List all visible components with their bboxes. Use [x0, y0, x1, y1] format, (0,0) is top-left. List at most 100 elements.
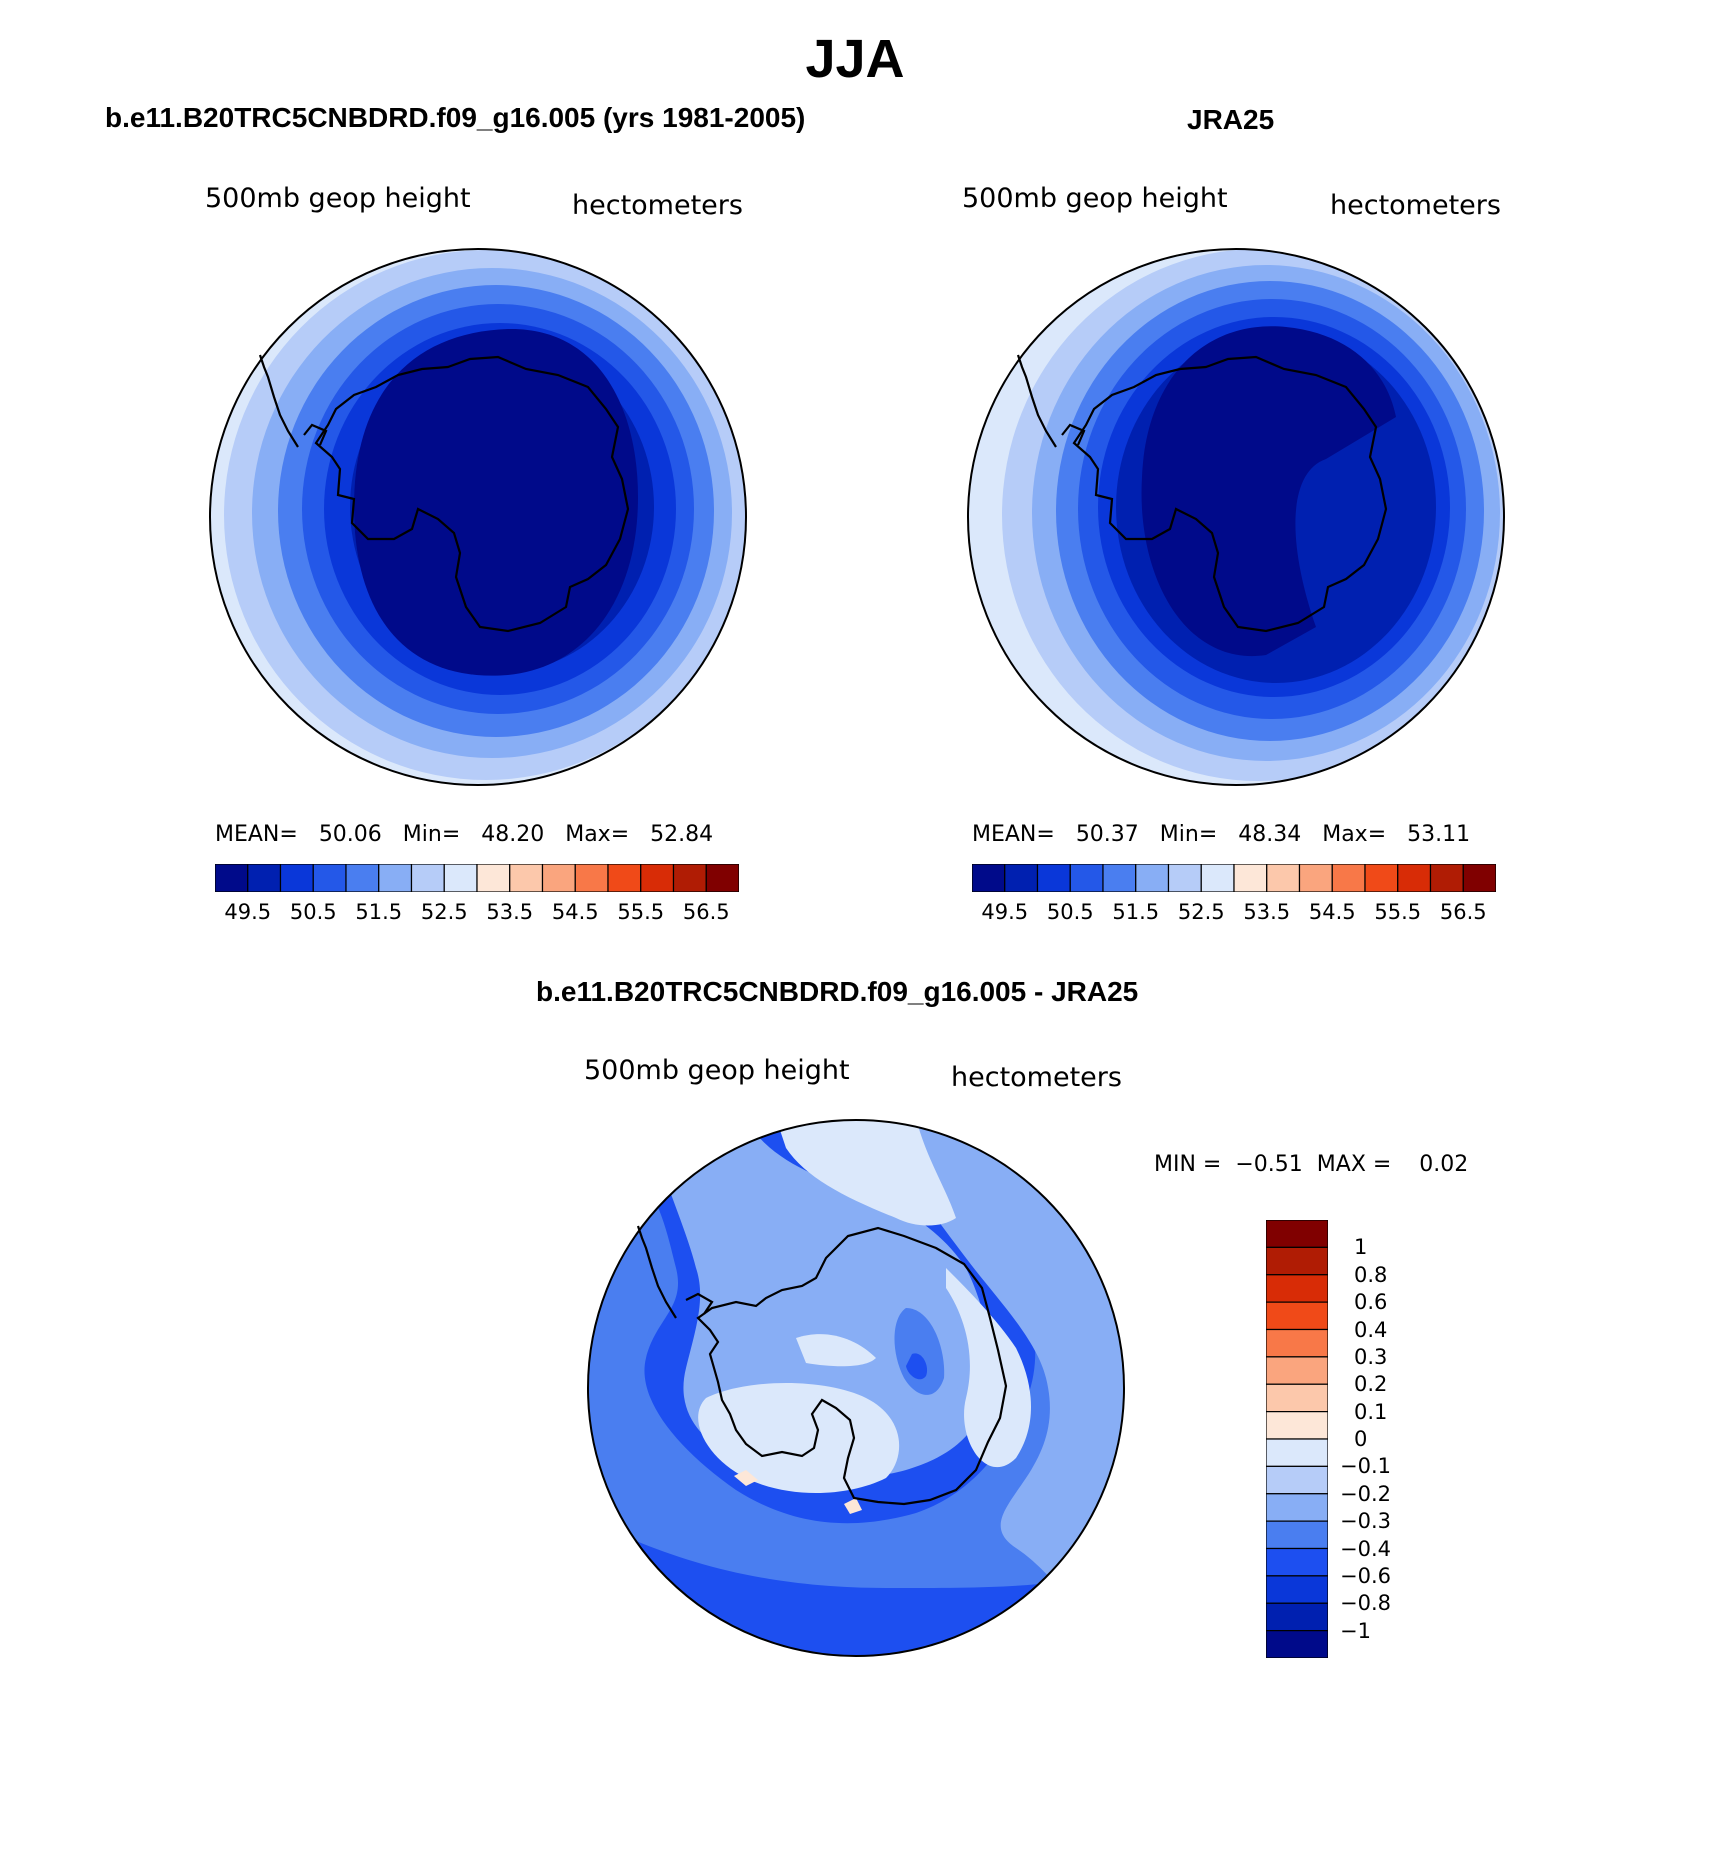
colorbar-swatch: [1266, 1220, 1328, 1248]
colorbar-tick-label: 55.5: [1374, 900, 1422, 924]
colorbar-swatch: [1397, 864, 1432, 892]
units-label-difference: hectometers: [951, 1062, 1122, 1093]
colorbar-swatch: [1102, 864, 1137, 892]
variable-label-difference: 500mb geop height: [584, 1055, 850, 1086]
map-boundary-model: [209, 248, 747, 786]
figure-title: JJA: [805, 29, 905, 89]
colorbar-tick-label: 55.5: [617, 900, 665, 924]
colorbar-swatch: [1167, 864, 1202, 892]
colorbar-tick-label: 0.1: [1354, 1399, 1388, 1424]
band-zero-east: [946, 1268, 1031, 1468]
panel-title-obs: JRA25: [1187, 104, 1275, 135]
colorbar-swatch: [1364, 864, 1399, 892]
colorbar-swatch: [1429, 864, 1464, 892]
colorbar-tick-label: 52.5: [1177, 900, 1225, 924]
colorbar-tick-label: 52.5: [420, 900, 468, 924]
colorbar-tick-label: −0.2: [1340, 1481, 1391, 1506]
band-49-25: [354, 328, 638, 676]
colorbar-tick-label: −0.8: [1340, 1591, 1391, 1616]
colorbar-tick-label: 0.4: [1354, 1317, 1388, 1342]
map-boundary-difference: [587, 1119, 1125, 1657]
colorbar-swatch: [410, 864, 445, 892]
colorbar-swatch: [1135, 864, 1170, 892]
colorbar-tick-label: 51.5: [355, 900, 403, 924]
colorbar-swatch: [640, 864, 675, 892]
units-label-obs: hectometers: [1330, 190, 1501, 221]
colorbar-swatch: [541, 864, 576, 892]
polar-map-obs: [967, 248, 1505, 786]
band-positive-2: [844, 1498, 862, 1514]
colorbar-model: [215, 864, 739, 892]
band-minus-0-4-plateau: [906, 1353, 928, 1380]
colorbar-swatch: [443, 864, 478, 892]
colorbar-swatch: [1462, 864, 1496, 892]
antarctica-coastline-difference: [636, 1225, 1008, 1506]
stats-obs: MEAN= 50.37 Min= 48.34 Max= 53.11: [972, 822, 1471, 847]
colorbar-tick-label: 50.5: [289, 900, 337, 924]
colorbar-swatch: [1298, 864, 1333, 892]
colorbar-tick-label: 56.5: [1439, 900, 1487, 924]
colorbar-tick-label: −0.1: [1340, 1454, 1391, 1479]
colorbar-swatch: [972, 864, 1006, 892]
colorbar-swatch: [1266, 1411, 1328, 1440]
colorbar-tick-label: 49.5: [224, 900, 272, 924]
colorbar-swatch: [378, 864, 413, 892]
band-minus-0-3: [588, 1120, 1124, 1588]
colorbar-swatch: [1266, 1301, 1328, 1331]
map-boundary-obs: [967, 248, 1505, 786]
colorbar-swatch: [705, 864, 739, 892]
colorbar-difference: [1266, 1220, 1328, 1658]
colorbar-swatch: [215, 864, 249, 892]
colorbar-swatch: [1331, 864, 1366, 892]
colorbar-swatch: [279, 864, 314, 892]
polar-map-model: [209, 248, 747, 786]
colorbar-ticks-obs: 49.5 50.5 51.5 52.5 53.5 54.5 55.5 56.5: [972, 900, 1496, 930]
colorbar-swatch: [1069, 864, 1104, 892]
colorbar-tick-label: 53.5: [486, 900, 534, 924]
colorbar-tick-label: −0.6: [1340, 1563, 1391, 1588]
colorbar-obs: [972, 864, 1496, 892]
colorbar-tick-label: −1: [1340, 1618, 1371, 1643]
colorbar-swatch: [1004, 864, 1039, 892]
colorbar-swatch: [1266, 1328, 1328, 1358]
colorbar-ticks-model: 49.5 50.5 51.5 52.5 53.5 54.5 55.5 56.5: [215, 900, 739, 930]
colorbar-swatch: [1266, 1438, 1328, 1467]
colorbar-swatch: [1266, 1465, 1328, 1495]
band-zero-ross: [796, 1334, 876, 1367]
colorbar-tick-label: 0.6: [1354, 1290, 1388, 1315]
colorbar-swatch: [1266, 1383, 1328, 1413]
stats-model: MEAN= 50.06 Min= 48.20 Max= 52.84: [215, 822, 714, 847]
colorbar-tick-label: 0.8: [1354, 1262, 1388, 1287]
colorbar-tick-label: 49.5: [981, 900, 1029, 924]
colorbar-swatch: [1036, 864, 1071, 892]
panel-title-model: b.e11.B20TRC5CNBDRD.f09_g16.005 (yrs 198…: [105, 102, 806, 133]
band-positive-1: [734, 1470, 758, 1486]
colorbar-swatch: [1266, 1274, 1328, 1303]
colorbar-tick-label: 54.5: [551, 900, 599, 924]
contour-fill-obs: [968, 249, 1504, 785]
colorbar-swatch: [1266, 1520, 1328, 1550]
colorbar-swatch: [312, 864, 347, 892]
colorbar-tick-label: 54.5: [1308, 900, 1356, 924]
colorbar-swatch: [1266, 864, 1301, 892]
colorbar-swatch: [607, 864, 642, 892]
colorbar-swatch: [345, 864, 380, 892]
band-minus-0-3-plateau: [894, 1308, 945, 1395]
colorbar-tick-label: 51.5: [1112, 900, 1160, 924]
colorbar-tick-label: 50.5: [1046, 900, 1094, 924]
colorbar-swatch: [1266, 1547, 1328, 1577]
units-label-model: hectometers: [572, 190, 743, 221]
antarctica-coastline-obs: [1016, 354, 1388, 633]
contour-fill-difference: [588, 1120, 1124, 1656]
colorbar-tick-label: 1: [1354, 1235, 1368, 1260]
stats-difference: MIN = −0.51 MAX = 0.02: [1154, 1152, 1469, 1177]
band-49-25: [1141, 326, 1396, 657]
colorbar-swatch: [672, 864, 707, 892]
variable-label-obs: 500mb geop height: [962, 183, 1228, 214]
colorbar-swatch: [509, 864, 544, 892]
colorbar-swatch: [1266, 1246, 1328, 1276]
colorbar-ticks-difference: 1 0.8 0.6 0.4 0.3 0.2 0.1 0 −0.1 −0.2 −0.3 −0.4 −0.6…: [1340, 1220, 1440, 1658]
polar-map-difference: [587, 1119, 1125, 1657]
colorbar-tick-label: 0: [1354, 1427, 1368, 1451]
colorbar-tick-label: 53.5: [1243, 900, 1291, 924]
